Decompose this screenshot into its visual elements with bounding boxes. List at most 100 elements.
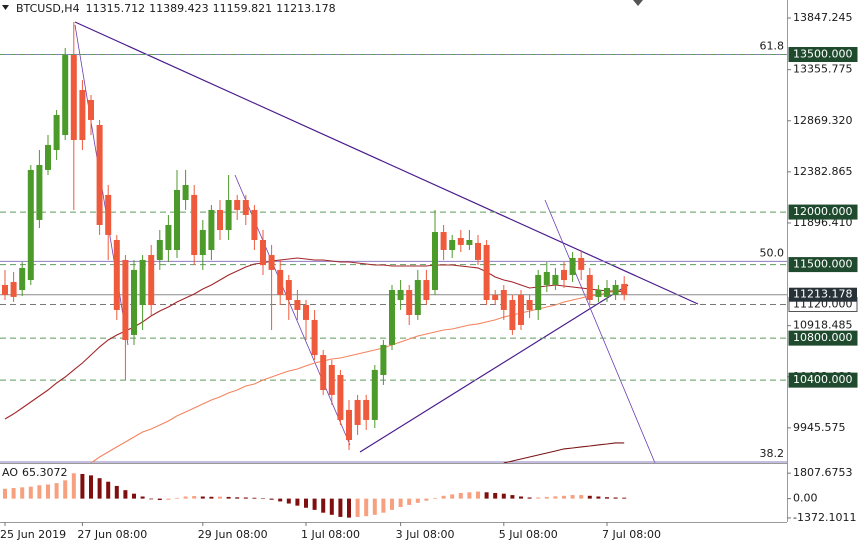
high-value: 11389.423 bbox=[149, 2, 209, 15]
x-tick-label: 1 Jul 08:00 bbox=[301, 528, 360, 541]
ao-bar bbox=[218, 496, 222, 499]
ao-bar bbox=[37, 485, 42, 499]
ao-bar bbox=[450, 494, 455, 499]
x-tick-label: 7 Jul 08:00 bbox=[602, 528, 661, 541]
candle-body bbox=[552, 274, 559, 285]
candle-body bbox=[62, 55, 69, 135]
ao-bar bbox=[536, 497, 541, 499]
ao-bar bbox=[149, 498, 154, 500]
candle-body bbox=[518, 294, 524, 325]
low-value: 11159.821 bbox=[213, 2, 273, 15]
ao-bar bbox=[63, 480, 68, 499]
ao-bar bbox=[97, 478, 102, 499]
ao-bar bbox=[493, 492, 498, 499]
candle-body bbox=[371, 369, 378, 420]
candle-body bbox=[122, 259, 129, 341]
ao-bar bbox=[46, 484, 50, 499]
candle-body bbox=[70, 55, 77, 141]
candle-body bbox=[27, 169, 34, 281]
ao-bar bbox=[347, 498, 351, 518]
price-axis-area bbox=[787, 0, 860, 546]
y-tick-label: 12382.865 bbox=[793, 165, 853, 178]
candle-body bbox=[96, 124, 103, 225]
ao-tick-label: 0.00 bbox=[793, 492, 818, 505]
ao-bar bbox=[544, 496, 549, 499]
candle-body bbox=[492, 294, 499, 300]
candle-body bbox=[45, 144, 51, 170]
candle-body bbox=[105, 194, 112, 235]
ao-tick-label: -1372.1011 bbox=[793, 511, 856, 524]
ao-bar bbox=[278, 498, 283, 502]
indicator-value: 65.3072 bbox=[22, 466, 68, 479]
candle-body bbox=[337, 374, 344, 420]
candle-body bbox=[182, 184, 189, 200]
ao-bar bbox=[71, 473, 76, 499]
ao-bar bbox=[329, 498, 334, 515]
x-tick-label: 27 Jun 08:00 bbox=[77, 528, 147, 541]
ao-bar bbox=[261, 498, 265, 499]
candle-body bbox=[113, 240, 120, 310]
candle-body bbox=[578, 257, 585, 270]
candle-body bbox=[156, 240, 163, 260]
ao-bar bbox=[3, 488, 7, 499]
ao-bar bbox=[235, 497, 240, 499]
candle-body bbox=[165, 224, 172, 250]
ao-bar bbox=[157, 498, 162, 501]
level-label: 13500.000 bbox=[793, 48, 853, 61]
ao-bar bbox=[80, 473, 85, 499]
ao-bar bbox=[553, 496, 558, 499]
shift-marker bbox=[633, 0, 643, 6]
ao-bar bbox=[519, 496, 523, 499]
ao-bar bbox=[364, 498, 369, 517]
ao-bar bbox=[269, 498, 274, 500]
fib-trend-line bbox=[544, 199, 656, 463]
y-tick-label: 13847.245 bbox=[793, 11, 853, 24]
ao-bar bbox=[209, 496, 214, 499]
x-tick-label: 3 Jul 08:00 bbox=[396, 528, 455, 541]
ao-bar bbox=[527, 497, 532, 499]
ao-bar bbox=[579, 495, 584, 499]
fib-level-label: 61.8 bbox=[760, 40, 785, 53]
fib-level-label: 50.0 bbox=[760, 246, 785, 259]
ao-bar bbox=[226, 496, 231, 499]
candle-body bbox=[294, 299, 301, 310]
open-value: 11315.712 bbox=[86, 2, 146, 15]
ao-bar bbox=[424, 498, 429, 501]
ao-bar bbox=[312, 498, 317, 510]
candle-body bbox=[217, 209, 223, 231]
menu-triangle bbox=[2, 5, 9, 10]
trend-line bbox=[359, 284, 629, 453]
candle-body bbox=[53, 115, 60, 150]
indicator-name: AO bbox=[2, 466, 18, 479]
level-box bbox=[788, 47, 858, 63]
price-label: 11213.178 bbox=[793, 288, 853, 301]
candle-body bbox=[191, 194, 198, 256]
ao-bar bbox=[123, 490, 128, 499]
ao-bar bbox=[183, 496, 188, 499]
fib-level-label: 38.2 bbox=[760, 447, 785, 460]
candle-body bbox=[500, 290, 507, 310]
ao-bar bbox=[321, 498, 326, 513]
candle-body bbox=[569, 257, 576, 275]
close-value: 11213.178 bbox=[276, 2, 336, 15]
candle-body bbox=[397, 290, 404, 300]
ao-bar bbox=[484, 492, 489, 499]
ao-bar bbox=[20, 487, 25, 499]
ao-bar bbox=[622, 497, 627, 499]
ao-bar bbox=[114, 485, 119, 499]
ao-bar bbox=[140, 496, 145, 499]
candle-body bbox=[139, 259, 146, 306]
candle-body bbox=[303, 305, 309, 320]
ao-bar bbox=[106, 481, 111, 499]
candle-body bbox=[363, 399, 370, 420]
candle-body bbox=[440, 232, 447, 250]
candle-body bbox=[586, 274, 593, 300]
level-label: 10400.000 bbox=[793, 373, 853, 386]
y-tick-label: 10918.485 bbox=[793, 319, 853, 332]
ao-bar bbox=[166, 498, 171, 500]
ao-bar bbox=[398, 498, 403, 508]
ao-bar bbox=[54, 483, 59, 499]
candle-body bbox=[251, 209, 258, 241]
candle-body bbox=[423, 280, 430, 300]
